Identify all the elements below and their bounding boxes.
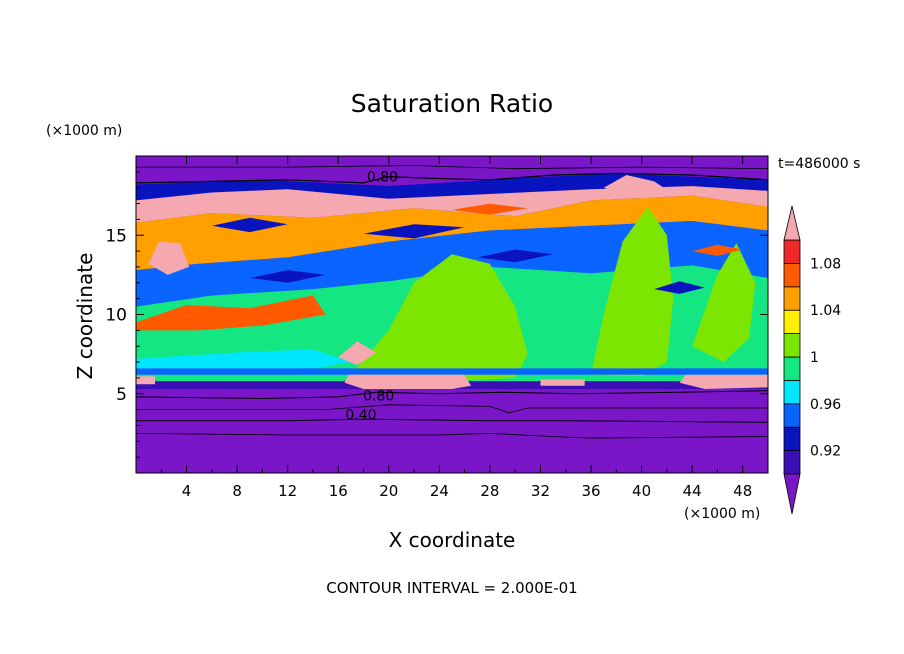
x-tick-label-16: 16 [329, 482, 348, 500]
x-tick-label-40: 40 [632, 482, 651, 500]
contour-line-0 [136, 432, 768, 439]
colorbar-tick-label-1.08: 1.08 [810, 256, 841, 272]
field-region-24 [477, 249, 554, 263]
colorbar-bin-7 [783, 286, 801, 311]
field-region-17 [540, 379, 585, 386]
colorbar-bin-4 [783, 356, 801, 381]
field-region-14 [344, 374, 471, 389]
colorbar-over-triangle [783, 205, 801, 241]
colorbar-bin-0 [783, 450, 801, 475]
field-region-20 [603, 175, 674, 199]
colorbar-under-triangle [783, 473, 801, 515]
colorbar-bin-6 [783, 309, 801, 335]
field-region-15 [679, 374, 768, 389]
field-region-18 [338, 341, 377, 366]
x-axis: 4 8 12 16 20 24 28 32 36 40 44 48 [160, 156, 752, 500]
field-region-27 [452, 203, 528, 215]
x-tick-label-32: 32 [531, 482, 550, 500]
y-tick-label-5: 5 [116, 385, 127, 405]
y-tick-label-15: 15 [105, 226, 127, 246]
colorbar-bin-1 [783, 426, 801, 452]
time-label: t=486000 s [778, 156, 860, 172]
colorbar-bin-9 [783, 239, 801, 264]
field-region-16 [136, 376, 155, 385]
x-tick-label-48: 48 [733, 482, 752, 500]
field-region-10 [136, 295, 326, 331]
colorbar-bin-2 [783, 403, 801, 428]
field-region-12 [136, 368, 768, 375]
contour-line-3 [136, 390, 768, 400]
x-tick-label-24: 24 [430, 482, 449, 500]
contour-line-1 [136, 418, 768, 423]
x-tick-label-28: 28 [480, 482, 499, 500]
contour-line-4 [136, 172, 768, 184]
x-tick-label-36: 36 [581, 482, 600, 500]
contour-line-5 [136, 165, 768, 170]
colorbar: 0.92 0.96 1 1.04 1.08 [783, 205, 841, 515]
y-axis: 5 10 15 [105, 171, 768, 458]
field-region-25 [654, 281, 705, 294]
field-region-1 [136, 156, 768, 187]
x-tick-label-12: 12 [278, 482, 297, 500]
y-unit-label: (×1000 m) [46, 123, 122, 139]
contour-interval-note: CONTOUR INTERVAL = 2.000E-01 [326, 579, 577, 597]
colorbar-tick-label-0.96: 0.96 [810, 397, 841, 413]
colorbar-tick-label-0.92: 0.92 [810, 444, 841, 460]
y-tick-label-10: 10 [105, 306, 127, 326]
x-tick-label-20: 20 [379, 482, 398, 500]
field-region-28 [692, 244, 743, 256]
x-tick-label-44: 44 [683, 482, 702, 500]
contour-label-1: 0.80 [363, 388, 394, 404]
x-axis-label: X coordinate [389, 528, 516, 552]
field-region-0 [136, 389, 768, 473]
contour-label-0: 0.80 [367, 170, 398, 186]
colorbar-bin-3 [783, 379, 801, 405]
colorbar-tick-label-1.04: 1.04 [810, 303, 841, 319]
x-tick-label-4: 4 [182, 482, 192, 500]
colorbar-bin-8 [783, 262, 801, 288]
colorbar-tick-label-1: 1 [810, 350, 819, 366]
field-regions [136, 156, 768, 473]
field-region-4 [136, 195, 768, 271]
field-region-26 [401, 186, 478, 194]
contour-labels: 0.80 0.80 0.40 [345, 170, 398, 424]
x-tick-label-8: 8 [232, 482, 242, 500]
contour-lines [136, 165, 768, 439]
field-region-2 [136, 173, 768, 201]
colorbar-bin-5 [783, 333, 801, 358]
field-region-11 [136, 349, 351, 370]
field-region-21 [211, 217, 288, 233]
contour-line-2 [136, 404, 768, 414]
chart-title: Saturation Ratio [351, 89, 553, 118]
field-region-8 [591, 206, 674, 377]
field-region-7 [350, 254, 528, 382]
field-region-22 [363, 224, 465, 239]
field-region-23 [249, 270, 326, 283]
contour-label-2: 0.40 [345, 407, 376, 423]
x-unit-label: (×1000 m) [684, 506, 760, 522]
field-region-19 [148, 241, 190, 275]
plot-area [136, 156, 768, 473]
y-axis-label: Z coordinate [73, 253, 97, 380]
field-region-9 [692, 243, 756, 363]
field-region-3 [136, 186, 768, 223]
